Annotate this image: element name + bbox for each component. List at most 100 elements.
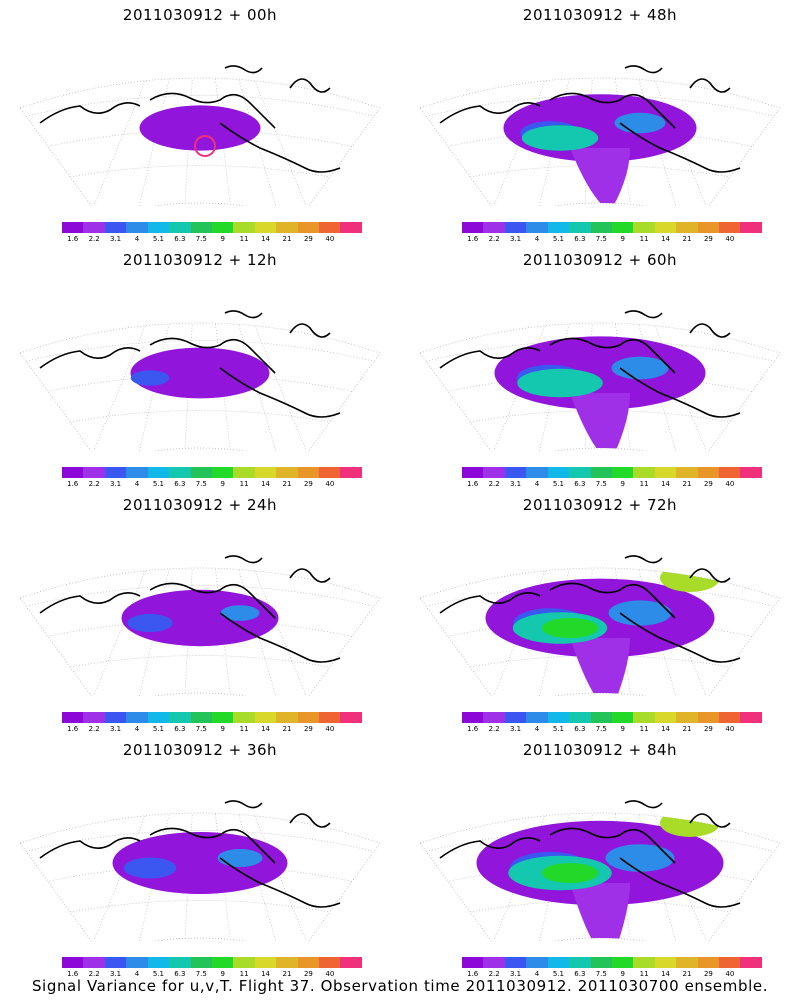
colorbar-segment xyxy=(319,467,341,478)
colorbar-tick-label: 14 xyxy=(661,235,671,243)
colorbar-segment xyxy=(526,467,548,478)
colorbar-segment xyxy=(676,712,698,723)
variance-map xyxy=(19,555,381,696)
coastline xyxy=(619,122,741,173)
colorbar-tick-label: 11 xyxy=(639,725,649,733)
colorbar-ticks: 1.6 2.2 3.1 4 5.1 6.3 7.5 9 11 14 21 29 40 xyxy=(62,970,362,980)
colorbar-segment xyxy=(483,222,505,233)
colorbar-tick-label: 11 xyxy=(639,970,649,978)
colorbar-segment xyxy=(590,712,612,723)
coastline xyxy=(224,800,263,809)
colorbar-segment xyxy=(740,712,762,723)
colorbar-segment xyxy=(190,957,212,968)
colorbar-tick-label: 5.1 xyxy=(152,480,164,488)
colorbar-segment xyxy=(569,467,591,478)
colorbar-segment xyxy=(104,467,127,478)
forecast-panel: 2011030912 + 24h 1.6 2.2 3.1 4 5.1 6.3 7.5 9 11 14… xyxy=(0,490,400,735)
colorbar-segment xyxy=(147,467,170,478)
panel-title: 2011030912 + 48h xyxy=(522,6,678,24)
colorbar-segment xyxy=(611,957,634,968)
colorbar-segment xyxy=(126,222,148,233)
colorbar-tick-label: 21 xyxy=(282,725,292,733)
variance-map xyxy=(419,800,781,941)
colorbar-segment xyxy=(254,957,277,968)
variance-map xyxy=(19,800,381,941)
coastline xyxy=(624,310,663,319)
variance-map xyxy=(19,310,381,451)
colorbar xyxy=(462,222,762,233)
colorbar-tick-label: 6.3 xyxy=(574,725,586,733)
colorbar-segment xyxy=(697,957,720,968)
colorbar-segment xyxy=(504,467,527,478)
colorbar-segment xyxy=(190,712,212,723)
colorbar-segment xyxy=(147,712,170,723)
colorbar-segment xyxy=(462,222,484,233)
colorbar-ticks: 1.6 2.2 3.1 4 5.1 6.3 7.5 9 11 14 21 29 40 xyxy=(462,970,762,980)
longitude-gridline xyxy=(199,323,341,451)
colorbar-tick-label: 7.5 xyxy=(195,970,207,978)
colorbar-segment xyxy=(654,467,677,478)
colorbar-segment xyxy=(83,957,105,968)
colorbar-tick-label: 4 xyxy=(534,480,540,488)
colorbar-tick-label: 2.2 xyxy=(488,970,500,978)
colorbar-segment xyxy=(719,957,741,968)
colorbar-segment xyxy=(697,222,720,233)
colorbar-ticks: 1.6 2.2 3.1 4 5.1 6.3 7.5 9 11 14 21 29 40 xyxy=(462,480,762,490)
variance-region xyxy=(542,618,598,638)
colorbar-tick-label: 6.3 xyxy=(174,725,186,733)
colorbar-tick-label: 29 xyxy=(303,725,313,733)
variance-region xyxy=(139,105,261,151)
colorbar-tick-label: 2.2 xyxy=(488,480,500,488)
colorbar-tick-label: 21 xyxy=(682,970,692,978)
colorbar-segment xyxy=(233,957,255,968)
colorbar-tick-label: 9 xyxy=(620,970,625,978)
colorbar-tick-label: 5.1 xyxy=(152,725,164,733)
colorbar xyxy=(462,467,762,478)
colorbar xyxy=(462,712,762,723)
colorbar-segment xyxy=(547,712,570,723)
variance-region xyxy=(121,589,279,647)
colorbar-tick-label: 7.5 xyxy=(195,235,207,243)
colorbar-segment xyxy=(147,222,170,233)
variance-map xyxy=(19,65,381,206)
coastline xyxy=(39,102,141,124)
colorbar-segment xyxy=(504,712,527,723)
colorbar-segment xyxy=(276,957,298,968)
colorbar-tick-label: 3.1 xyxy=(109,480,122,488)
colorbar-segment xyxy=(526,957,548,968)
colorbar-segment xyxy=(83,222,105,233)
colorbar-segment xyxy=(654,222,677,233)
colorbar xyxy=(62,957,362,968)
variance-region xyxy=(570,393,630,451)
colorbar-tick-label: 40 xyxy=(325,725,335,733)
colorbar-tick-label: 29 xyxy=(703,725,713,733)
colorbar-segment xyxy=(462,712,484,723)
coastline xyxy=(149,337,276,374)
colorbar-segment xyxy=(190,467,212,478)
coastline xyxy=(619,857,741,908)
forecast-panel: 2011030912 + 60h 1.6 2.2 3.1 4 5.1 6.3 7.5 9 11 14… xyxy=(400,245,800,490)
colorbar-ticks: 1.6 2.2 3.1 4 5.1 6.3 7.5 9 11 14 21 29 40 xyxy=(62,480,362,490)
coastline xyxy=(39,837,141,859)
panel-title: 2011030912 + 72h xyxy=(522,496,678,514)
coastline xyxy=(224,310,263,319)
coastline xyxy=(289,568,331,583)
colorbar-segment xyxy=(569,712,591,723)
coastline xyxy=(439,837,541,859)
colorbar-tick-label: 6.3 xyxy=(174,970,186,978)
variance-map xyxy=(419,555,781,696)
colorbar-segment xyxy=(547,957,570,968)
colorbar-segment xyxy=(719,222,741,233)
coastline xyxy=(289,323,331,338)
colorbar-segment xyxy=(211,957,234,968)
colorbar-segment xyxy=(719,712,741,723)
colorbar-tick-label: 7.5 xyxy=(595,725,607,733)
colorbar-tick-label: 4 xyxy=(534,235,540,243)
coastline xyxy=(689,78,731,93)
coastline xyxy=(39,347,141,369)
colorbar-segment xyxy=(62,712,84,723)
colorbar-segment xyxy=(340,712,362,723)
colorbar-tick-label: 40 xyxy=(325,235,335,243)
coastline xyxy=(619,612,741,663)
colorbar-segment xyxy=(740,957,762,968)
